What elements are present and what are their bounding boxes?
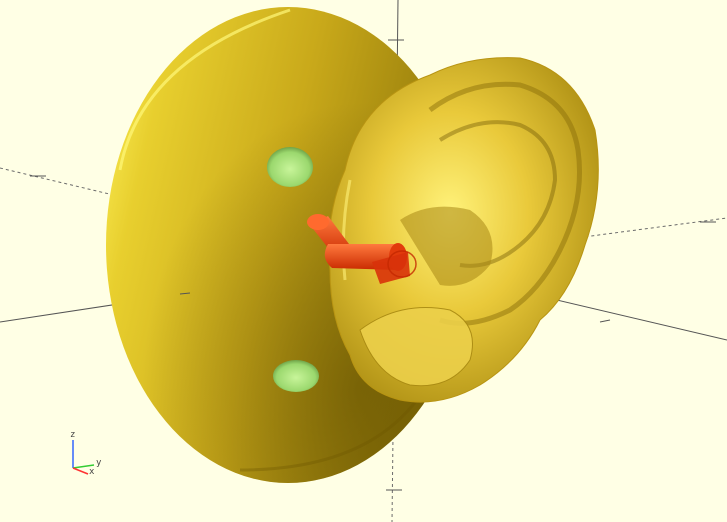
gizmo-x-axis	[72, 467, 89, 475]
gizmo-x-label: x	[89, 467, 95, 477]
gizmo-z-label: z	[70, 430, 76, 440]
ear-peg	[307, 214, 417, 284]
ear-model	[328, 57, 599, 403]
mount-hole-top	[267, 147, 313, 187]
scale-markers	[30, 39, 716, 491]
gizmo-y-axis	[72, 464, 95, 469]
mount-hole-bottom	[273, 360, 319, 392]
axes-orientation-gizmo: z y x	[58, 428, 118, 478]
gizmo-y-label: y	[96, 458, 102, 468]
